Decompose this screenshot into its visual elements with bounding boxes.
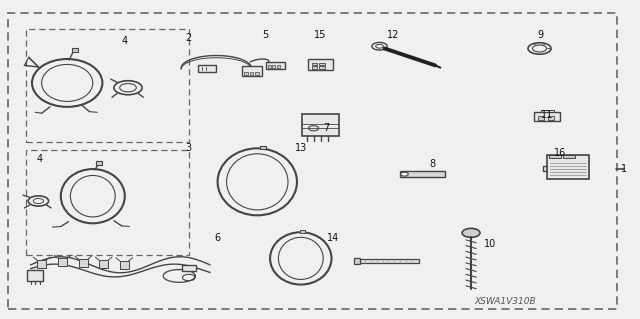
Text: 4: 4 (122, 36, 128, 47)
Bar (302, 114, 339, 136)
Bar (244, 72, 248, 75)
Text: 15: 15 (314, 30, 326, 40)
Text: 5: 5 (262, 30, 269, 40)
Text: 7: 7 (323, 122, 330, 133)
Text: 14: 14 (326, 233, 339, 243)
Text: 2: 2 (186, 33, 192, 43)
Bar (79, 259, 88, 267)
Bar (37, 260, 46, 268)
Text: 1: 1 (621, 164, 627, 174)
Bar (277, 65, 280, 68)
Text: 6: 6 (214, 233, 221, 243)
Bar (549, 155, 561, 158)
Bar (255, 72, 259, 75)
Bar (534, 112, 560, 121)
Bar (354, 258, 360, 264)
Bar (260, 146, 266, 149)
Bar (182, 265, 196, 271)
Bar (266, 62, 285, 69)
Bar (99, 260, 108, 268)
Bar (548, 116, 554, 120)
Bar (312, 66, 317, 69)
Bar (250, 72, 253, 75)
Bar (300, 230, 305, 233)
Bar (400, 171, 445, 177)
Text: 3: 3 (186, 143, 192, 153)
Bar (198, 65, 216, 72)
Bar (27, 270, 43, 281)
Bar (563, 155, 575, 158)
Bar (26, 29, 189, 142)
Bar (272, 65, 275, 68)
Text: 8: 8 (429, 159, 435, 169)
Text: 12: 12 (387, 30, 400, 40)
Text: 4: 4 (36, 154, 43, 165)
Bar (547, 155, 589, 179)
Bar (355, 259, 419, 263)
Text: 10: 10 (483, 239, 496, 249)
Bar (308, 59, 333, 70)
Bar (312, 63, 317, 65)
Bar (72, 48, 78, 52)
Bar (538, 116, 544, 120)
Text: 13: 13 (294, 143, 307, 153)
Bar (541, 110, 554, 112)
Bar (319, 63, 325, 65)
Text: 9: 9 (538, 30, 544, 40)
Bar (58, 258, 67, 266)
Bar (96, 161, 102, 165)
Text: 16: 16 (554, 148, 566, 158)
Circle shape (401, 172, 408, 176)
Bar (120, 261, 129, 269)
Text: XSWA1V310B: XSWA1V310B (475, 297, 536, 306)
Bar (319, 66, 325, 69)
Bar (242, 66, 262, 76)
Circle shape (462, 228, 480, 237)
Bar (26, 150, 189, 255)
Bar (268, 65, 271, 68)
Text: 11: 11 (541, 110, 554, 120)
